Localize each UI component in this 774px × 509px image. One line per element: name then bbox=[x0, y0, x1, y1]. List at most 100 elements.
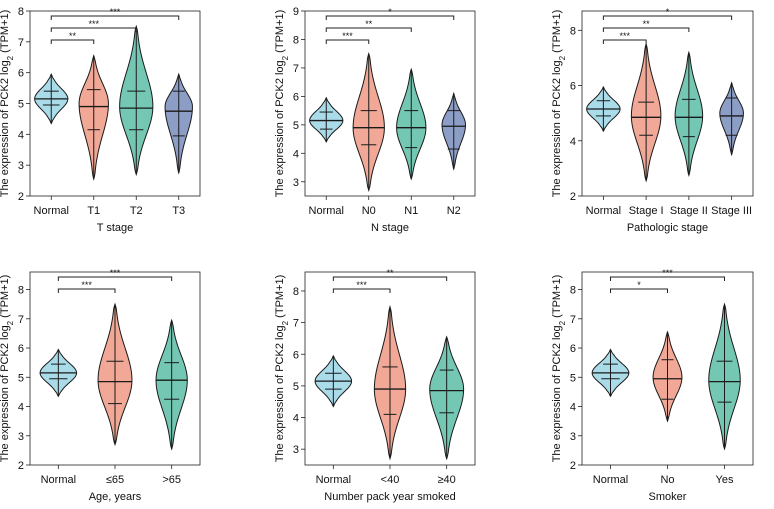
y-axis-title: The expression of PCK2 log2 (TPM+1) bbox=[274, 10, 290, 198]
significance-label: * bbox=[666, 7, 670, 17]
y-tick-label: 8 bbox=[570, 285, 576, 297]
y-tick-label: 9 bbox=[293, 6, 299, 18]
significance-label: *** bbox=[81, 280, 92, 290]
y-tick-label: 2 bbox=[570, 460, 576, 472]
y-tick-label: 3 bbox=[570, 431, 576, 443]
y-tick-label: 7 bbox=[293, 63, 299, 75]
significance-bracket bbox=[57, 276, 173, 281]
significance-bracket bbox=[57, 288, 116, 293]
significance-label: ** bbox=[386, 268, 394, 278]
y-tick-label: 3 bbox=[293, 177, 299, 189]
y-axis-title: The expression of PCK2 log2 (TPM+1) bbox=[0, 275, 15, 463]
significance-label: *** bbox=[662, 268, 673, 278]
significance-label: *** bbox=[110, 7, 121, 17]
significance-bracket bbox=[325, 27, 412, 32]
significance-label: * bbox=[388, 7, 392, 17]
x-tick-label: N0 bbox=[362, 205, 376, 217]
significance-bracket bbox=[50, 15, 180, 20]
significance-label: *** bbox=[110, 268, 121, 278]
y-tick-label: 2 bbox=[18, 191, 24, 203]
y-tick-label: 2 bbox=[18, 460, 24, 472]
significance-bracket bbox=[610, 288, 668, 293]
significance-label: ** bbox=[365, 19, 373, 29]
y-tick-label: 4 bbox=[570, 402, 576, 414]
x-tick-label: ≥40 bbox=[438, 474, 456, 486]
x-tick-label: N2 bbox=[447, 205, 461, 217]
x-tick-label: ≤65 bbox=[106, 474, 124, 486]
y-tick-label: 3 bbox=[293, 444, 299, 456]
y-axis-title: The expression of PCK2 log2 (TPM+1) bbox=[551, 10, 567, 198]
significance-label: ** bbox=[69, 31, 77, 41]
y-tick-label: 8 bbox=[18, 6, 24, 18]
y-tick-label: 5 bbox=[18, 372, 24, 384]
y-tick-label: 7 bbox=[18, 314, 24, 326]
y-tick-label: 6 bbox=[570, 81, 576, 93]
y-tick-label: 4 bbox=[293, 413, 299, 425]
y-tick-label: 8 bbox=[570, 25, 576, 37]
x-axis-title: Age, years bbox=[89, 491, 142, 503]
significance-bracket bbox=[332, 288, 391, 293]
plot-frame bbox=[581, 10, 754, 197]
y-axis-title: The expression of PCK2 log2 (TPM+1) bbox=[551, 275, 567, 463]
x-tick-label: T3 bbox=[172, 205, 185, 217]
y-tick-label: 5 bbox=[18, 99, 24, 111]
y-tick-label: 4 bbox=[570, 136, 576, 148]
y-tick-label: 5 bbox=[293, 381, 299, 393]
y-tick-label: 5 bbox=[570, 372, 576, 384]
y-tick-label: 8 bbox=[18, 285, 24, 297]
y-tick-label: 6 bbox=[18, 68, 24, 80]
significance-bracket bbox=[50, 39, 95, 44]
significance-bracket bbox=[50, 27, 137, 32]
x-axis-title: Pathologic stage bbox=[627, 222, 708, 234]
y-tick-label: 7 bbox=[570, 314, 576, 326]
significance-label: *** bbox=[342, 31, 353, 41]
x-tick-label: N1 bbox=[404, 205, 418, 217]
y-tick-label: 5 bbox=[293, 120, 299, 132]
x-axis-title: Smoker bbox=[649, 491, 687, 503]
significance-bracket bbox=[602, 39, 647, 44]
y-tick-label: 4 bbox=[18, 129, 24, 141]
x-tick-label: Normal bbox=[316, 474, 351, 486]
y-tick-label: 8 bbox=[293, 286, 299, 298]
y-axis-title: The expression of PCK2 log2 (TPM+1) bbox=[0, 10, 15, 198]
x-tick-label: Normal bbox=[41, 474, 76, 486]
x-tick-label: Yes bbox=[716, 474, 734, 486]
x-axis-title: Number pack year smoked bbox=[324, 491, 455, 503]
x-tick-label: Normal bbox=[586, 205, 621, 217]
x-axis-title: N stage bbox=[371, 222, 409, 234]
y-tick-label: 8 bbox=[293, 34, 299, 46]
significance-label: *** bbox=[88, 19, 99, 29]
x-axis-title: T stage bbox=[97, 222, 134, 234]
x-tick-label: >65 bbox=[162, 474, 181, 486]
y-tick-label: 4 bbox=[293, 148, 299, 160]
y-tick-label: 6 bbox=[293, 91, 299, 103]
significance-bracket bbox=[602, 15, 733, 20]
x-tick-label: Stage I bbox=[629, 205, 664, 217]
y-tick-label: 7 bbox=[293, 318, 299, 330]
significance-bracket bbox=[325, 39, 370, 44]
y-tick-label: 3 bbox=[18, 160, 24, 172]
y-tick-label: 6 bbox=[18, 343, 24, 355]
y-tick-label: 3 bbox=[18, 431, 24, 443]
x-tick-label: Normal bbox=[593, 474, 628, 486]
y-tick-label: 2 bbox=[570, 191, 576, 203]
significance-bracket bbox=[610, 276, 725, 281]
significance-label: ** bbox=[643, 19, 651, 29]
significance-bracket bbox=[602, 27, 690, 32]
x-tick-label: <40 bbox=[381, 474, 400, 486]
plot-frame bbox=[304, 10, 476, 197]
x-tick-label: No bbox=[660, 474, 674, 486]
y-tick-label: 4 bbox=[18, 402, 24, 414]
significance-bracket bbox=[325, 15, 455, 20]
y-tick-label: 7 bbox=[18, 37, 24, 49]
significance-bracket bbox=[332, 276, 448, 281]
x-tick-label: Stage III bbox=[711, 205, 752, 217]
y-tick-label: 6 bbox=[570, 343, 576, 355]
significance-label: *** bbox=[619, 31, 630, 41]
